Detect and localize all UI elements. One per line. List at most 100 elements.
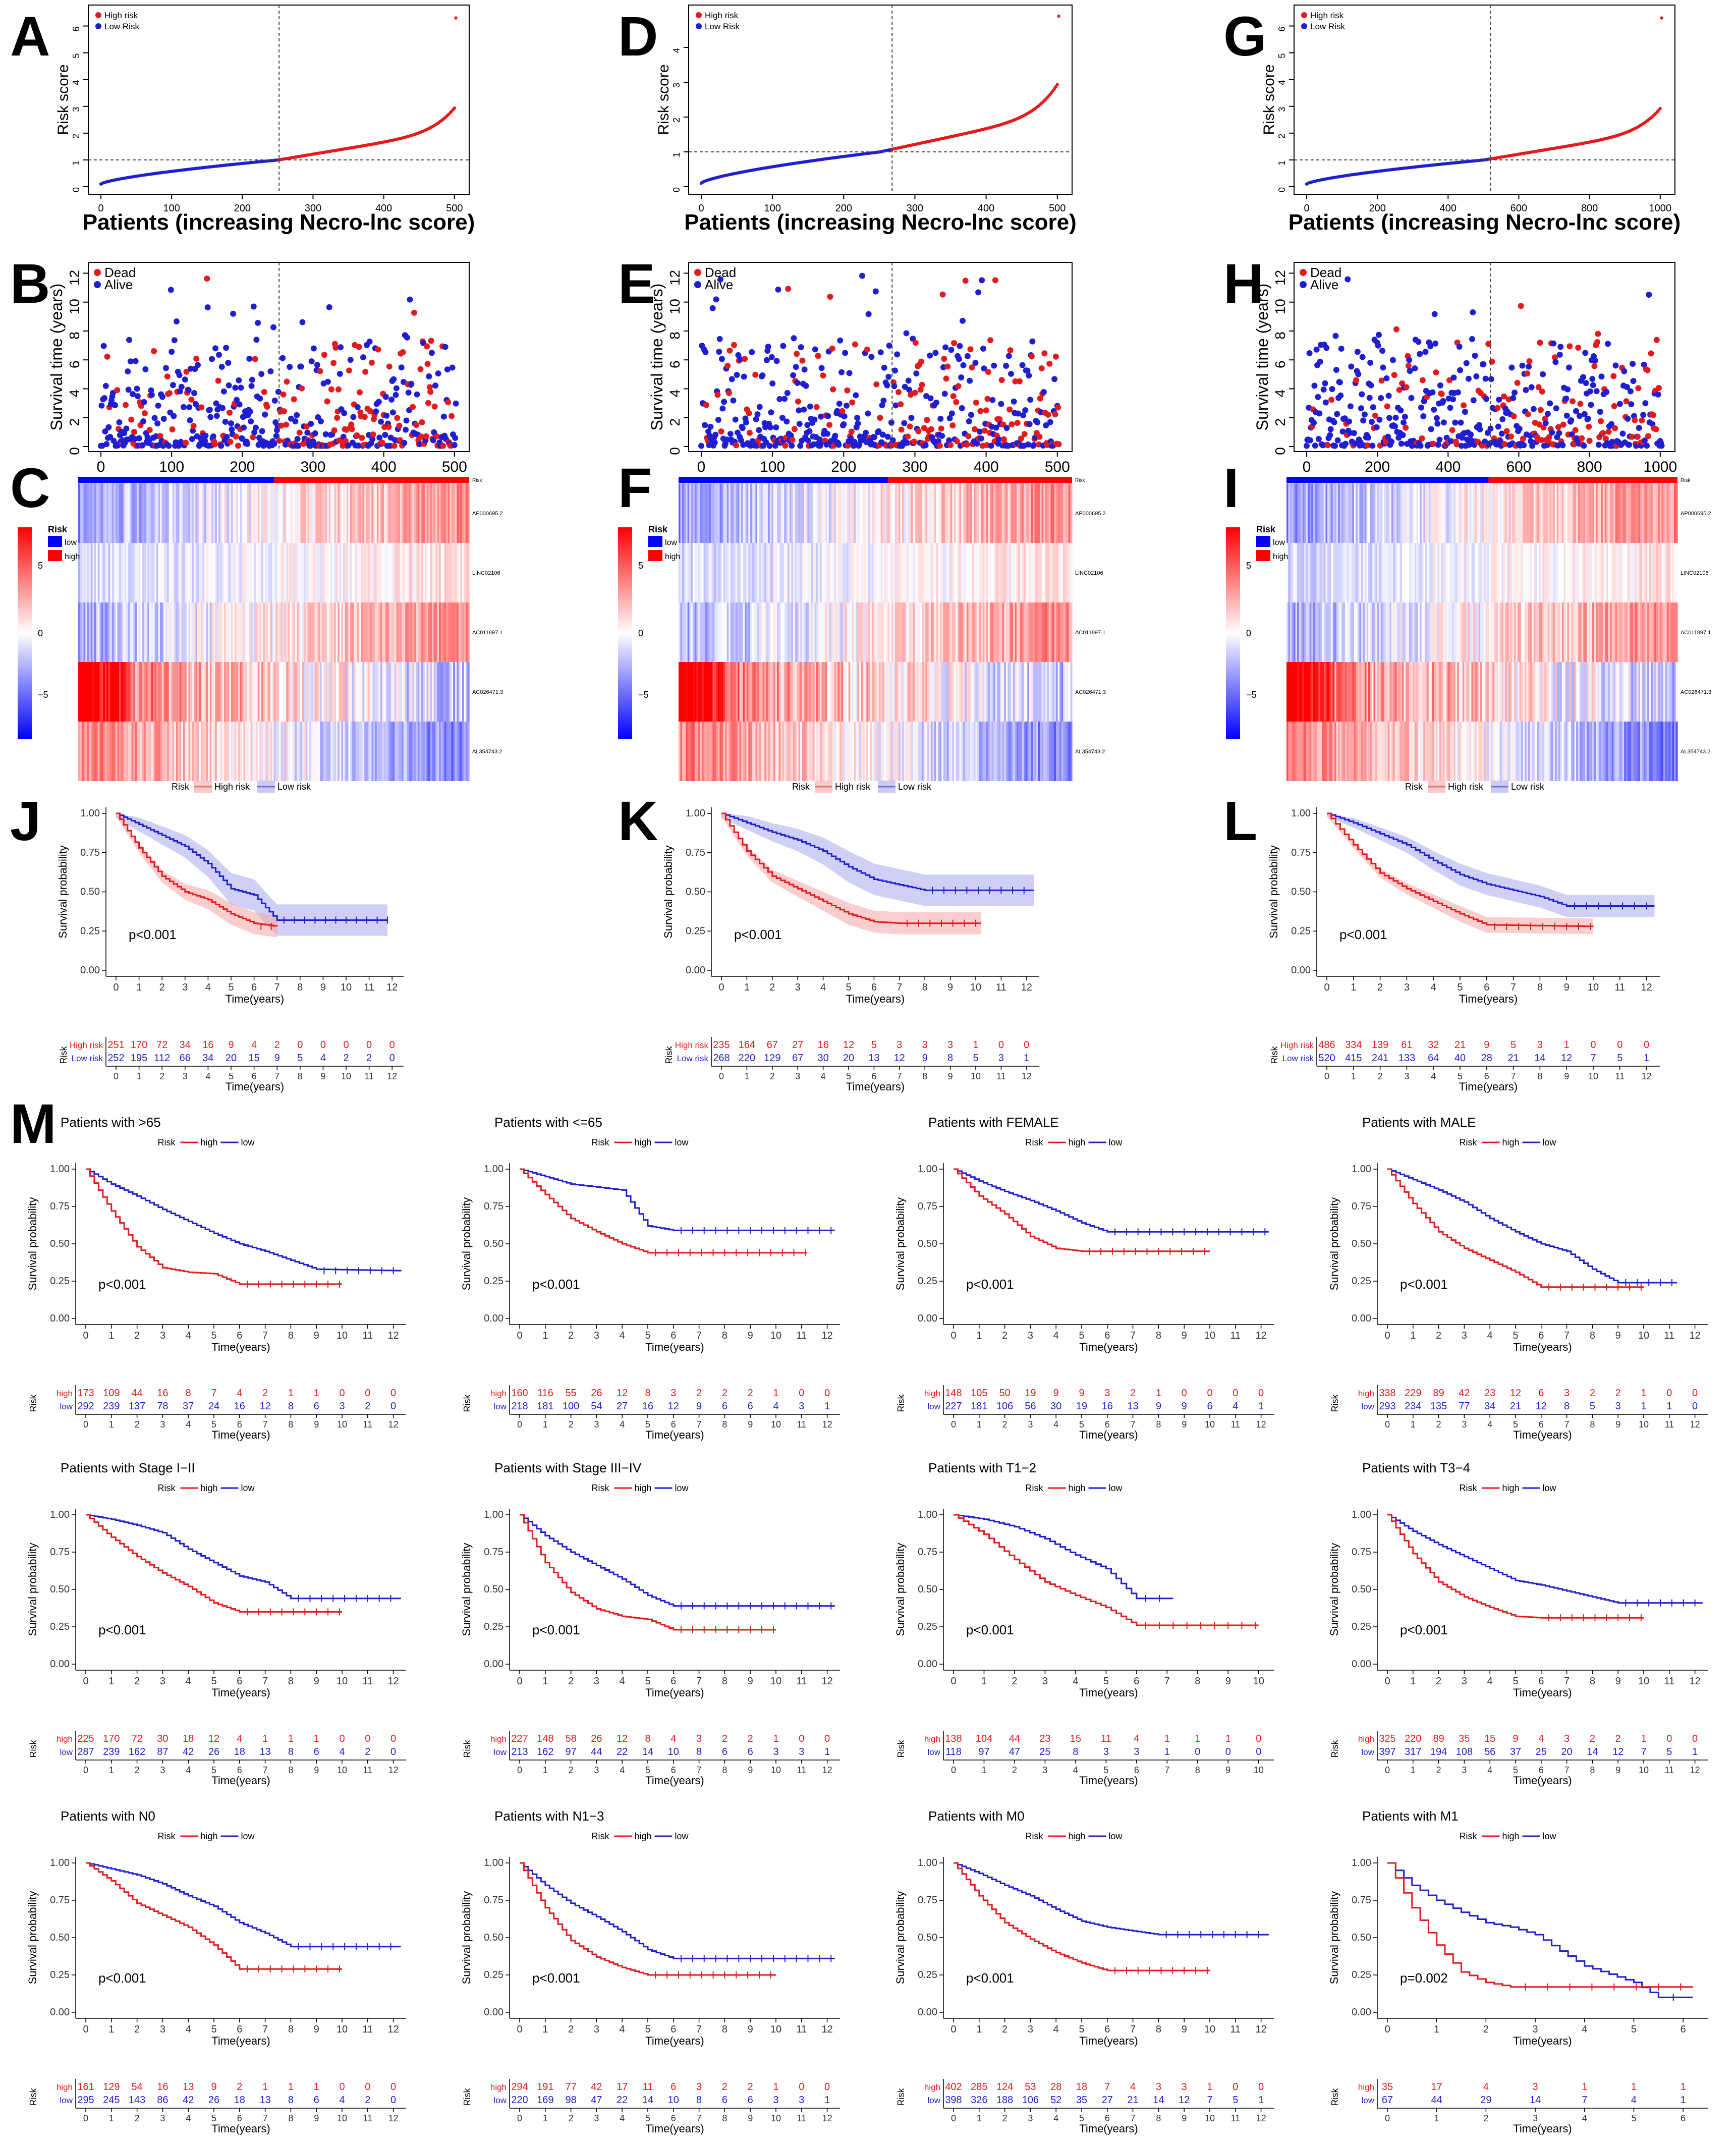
- heat-cell: [233, 722, 235, 781]
- heat-cell: [295, 543, 297, 602]
- heat-cell: [236, 602, 239, 662]
- heat-cell: [748, 483, 751, 543]
- heat-cell: [1070, 483, 1073, 543]
- survival-point: [1003, 363, 1010, 369]
- heat-cell: [231, 662, 234, 722]
- heat-cell: [913, 722, 915, 781]
- survival-point: [1342, 441, 1349, 447]
- heat-cell: [145, 483, 148, 543]
- heat-cell: [805, 722, 808, 781]
- heat-cell: [1057, 722, 1060, 781]
- heat-cell: [891, 662, 893, 722]
- heat-cell: [693, 483, 695, 543]
- heat-cell: [243, 543, 246, 602]
- heat-cell: [457, 543, 459, 602]
- heat-cell: [1633, 483, 1635, 543]
- heat-cell: [1437, 483, 1440, 543]
- heat-cell: [293, 662, 296, 722]
- heat-cell: [320, 602, 322, 662]
- heat-cell: [958, 722, 960, 781]
- heat-cell: [391, 602, 394, 662]
- survival-point: [1542, 420, 1549, 426]
- heat-cell: [352, 722, 354, 781]
- heat-cell: [782, 662, 785, 722]
- heat-cell: [243, 483, 246, 543]
- heat-cell: [151, 722, 153, 781]
- survival-point: [1550, 340, 1557, 347]
- risk-point: [1658, 106, 1662, 111]
- heat-cell: [909, 602, 912, 662]
- heat-cell: [691, 602, 693, 662]
- heat-cell: [789, 543, 792, 602]
- heat-cell: [891, 722, 893, 781]
- heat-cell: [982, 602, 985, 662]
- heat-cell: [335, 602, 338, 662]
- x-tick-label: 400: [1440, 203, 1457, 214]
- heat-cell: [696, 543, 699, 602]
- survival-point: [1311, 419, 1317, 426]
- heat-cell: [1297, 543, 1300, 602]
- heat-cell: [786, 662, 788, 722]
- heat-cell: [462, 483, 464, 543]
- legend-low-swatch: [48, 536, 62, 547]
- heat-cell: [330, 602, 333, 662]
- heat-cell: [444, 722, 446, 781]
- survival-point: [884, 382, 890, 389]
- heat-cell: [1505, 483, 1507, 543]
- survival-point: [334, 415, 341, 421]
- heat-cell: [1048, 722, 1051, 781]
- heat-cell: [245, 662, 248, 722]
- heat-cell: [981, 483, 983, 543]
- heat-cell: [1061, 722, 1063, 781]
- heat-cell: [748, 662, 751, 722]
- heat-cell: [428, 602, 431, 662]
- heat-cell: [1356, 543, 1358, 602]
- heat-cell: [114, 602, 116, 662]
- heat-cell: [1404, 483, 1406, 543]
- heat-cell: [252, 602, 255, 662]
- heat-cell: [1050, 722, 1053, 781]
- heat-cell: [828, 543, 831, 602]
- heat-cell: [314, 602, 317, 662]
- heat-cell: [195, 602, 198, 662]
- heat-cell: [1002, 662, 1004, 722]
- heat-cell: [314, 662, 317, 722]
- survival-point: [218, 364, 225, 370]
- heat-cell: [1373, 483, 1376, 543]
- survival-point: [905, 377, 912, 384]
- heat-cell: [188, 662, 191, 722]
- heat-cell: [80, 722, 82, 781]
- heat-cell: [302, 662, 304, 722]
- heat-cell: [215, 483, 217, 543]
- heat-cell: [837, 662, 840, 722]
- heat-cell: [975, 602, 978, 662]
- scale-tick: −5: [638, 690, 649, 700]
- heat-cell: [948, 543, 951, 602]
- heat-cell: [746, 662, 749, 722]
- heat-cell: [216, 602, 219, 662]
- survival-point: [1564, 386, 1571, 393]
- heat-cell: [1013, 543, 1016, 602]
- heat-cell: [1047, 722, 1049, 781]
- heat-cell: [1357, 543, 1360, 602]
- heat-cell: [437, 662, 439, 722]
- heat-cell: [738, 602, 740, 662]
- heat-cell: [114, 543, 116, 602]
- heat-cell: [357, 602, 360, 662]
- heat-cell: [238, 543, 241, 602]
- heat-cell: [1596, 483, 1598, 543]
- heat-cell: [290, 483, 292, 543]
- heat-cell: [841, 543, 844, 602]
- heat-cell: [828, 722, 831, 781]
- heat-cell: [1453, 483, 1456, 543]
- legend-low-label: Low Risk: [705, 22, 740, 31]
- survival-point: [1553, 405, 1559, 412]
- heat-cell: [354, 483, 356, 543]
- heat-cell: [847, 662, 849, 722]
- heat-cell: [313, 662, 315, 722]
- heat-cell: [346, 662, 349, 722]
- heat-cell: [435, 602, 438, 662]
- heat-cell: [968, 543, 971, 602]
- heat-cell: [235, 483, 237, 543]
- heat-cell: [104, 662, 107, 722]
